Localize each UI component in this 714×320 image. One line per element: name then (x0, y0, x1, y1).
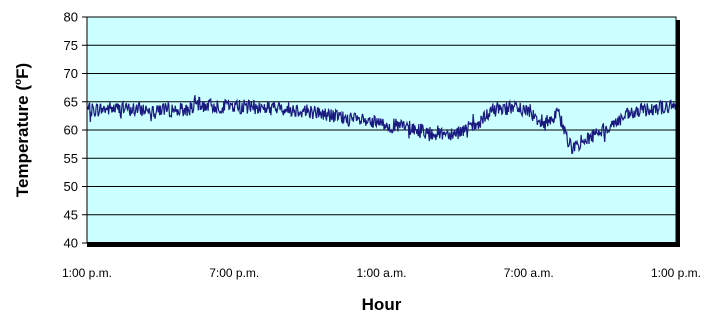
y-tick-label: 55 (64, 151, 78, 166)
y-tick-label: 65 (64, 94, 78, 109)
plot-shadow (676, 20, 680, 247)
x-axis-band (87, 242, 677, 247)
x-tick-label: 7:00 p.m. (209, 266, 259, 280)
y-tick-label: 75 (64, 38, 78, 53)
y-tick-label: 50 (64, 179, 78, 194)
series-line-0 (86, 95, 677, 155)
x-tick-label: 1:00 p.m. (651, 266, 701, 280)
x-tick-label: 1:00 p.m. (62, 266, 112, 280)
y-tick-label: 80 (64, 10, 78, 25)
y-tick-label: 40 (64, 236, 78, 251)
y-tick-label: 70 (64, 66, 78, 81)
x-tick-label: 7:00 a.m. (504, 266, 554, 280)
y-axis-title: Temperature (oF) (13, 63, 32, 197)
x-tick-label: 1:00 a.m. (356, 266, 406, 280)
y-tick-label: 60 (64, 123, 78, 138)
y-tick-label: 45 (64, 207, 78, 222)
x-axis-title: Hour (362, 295, 402, 314)
